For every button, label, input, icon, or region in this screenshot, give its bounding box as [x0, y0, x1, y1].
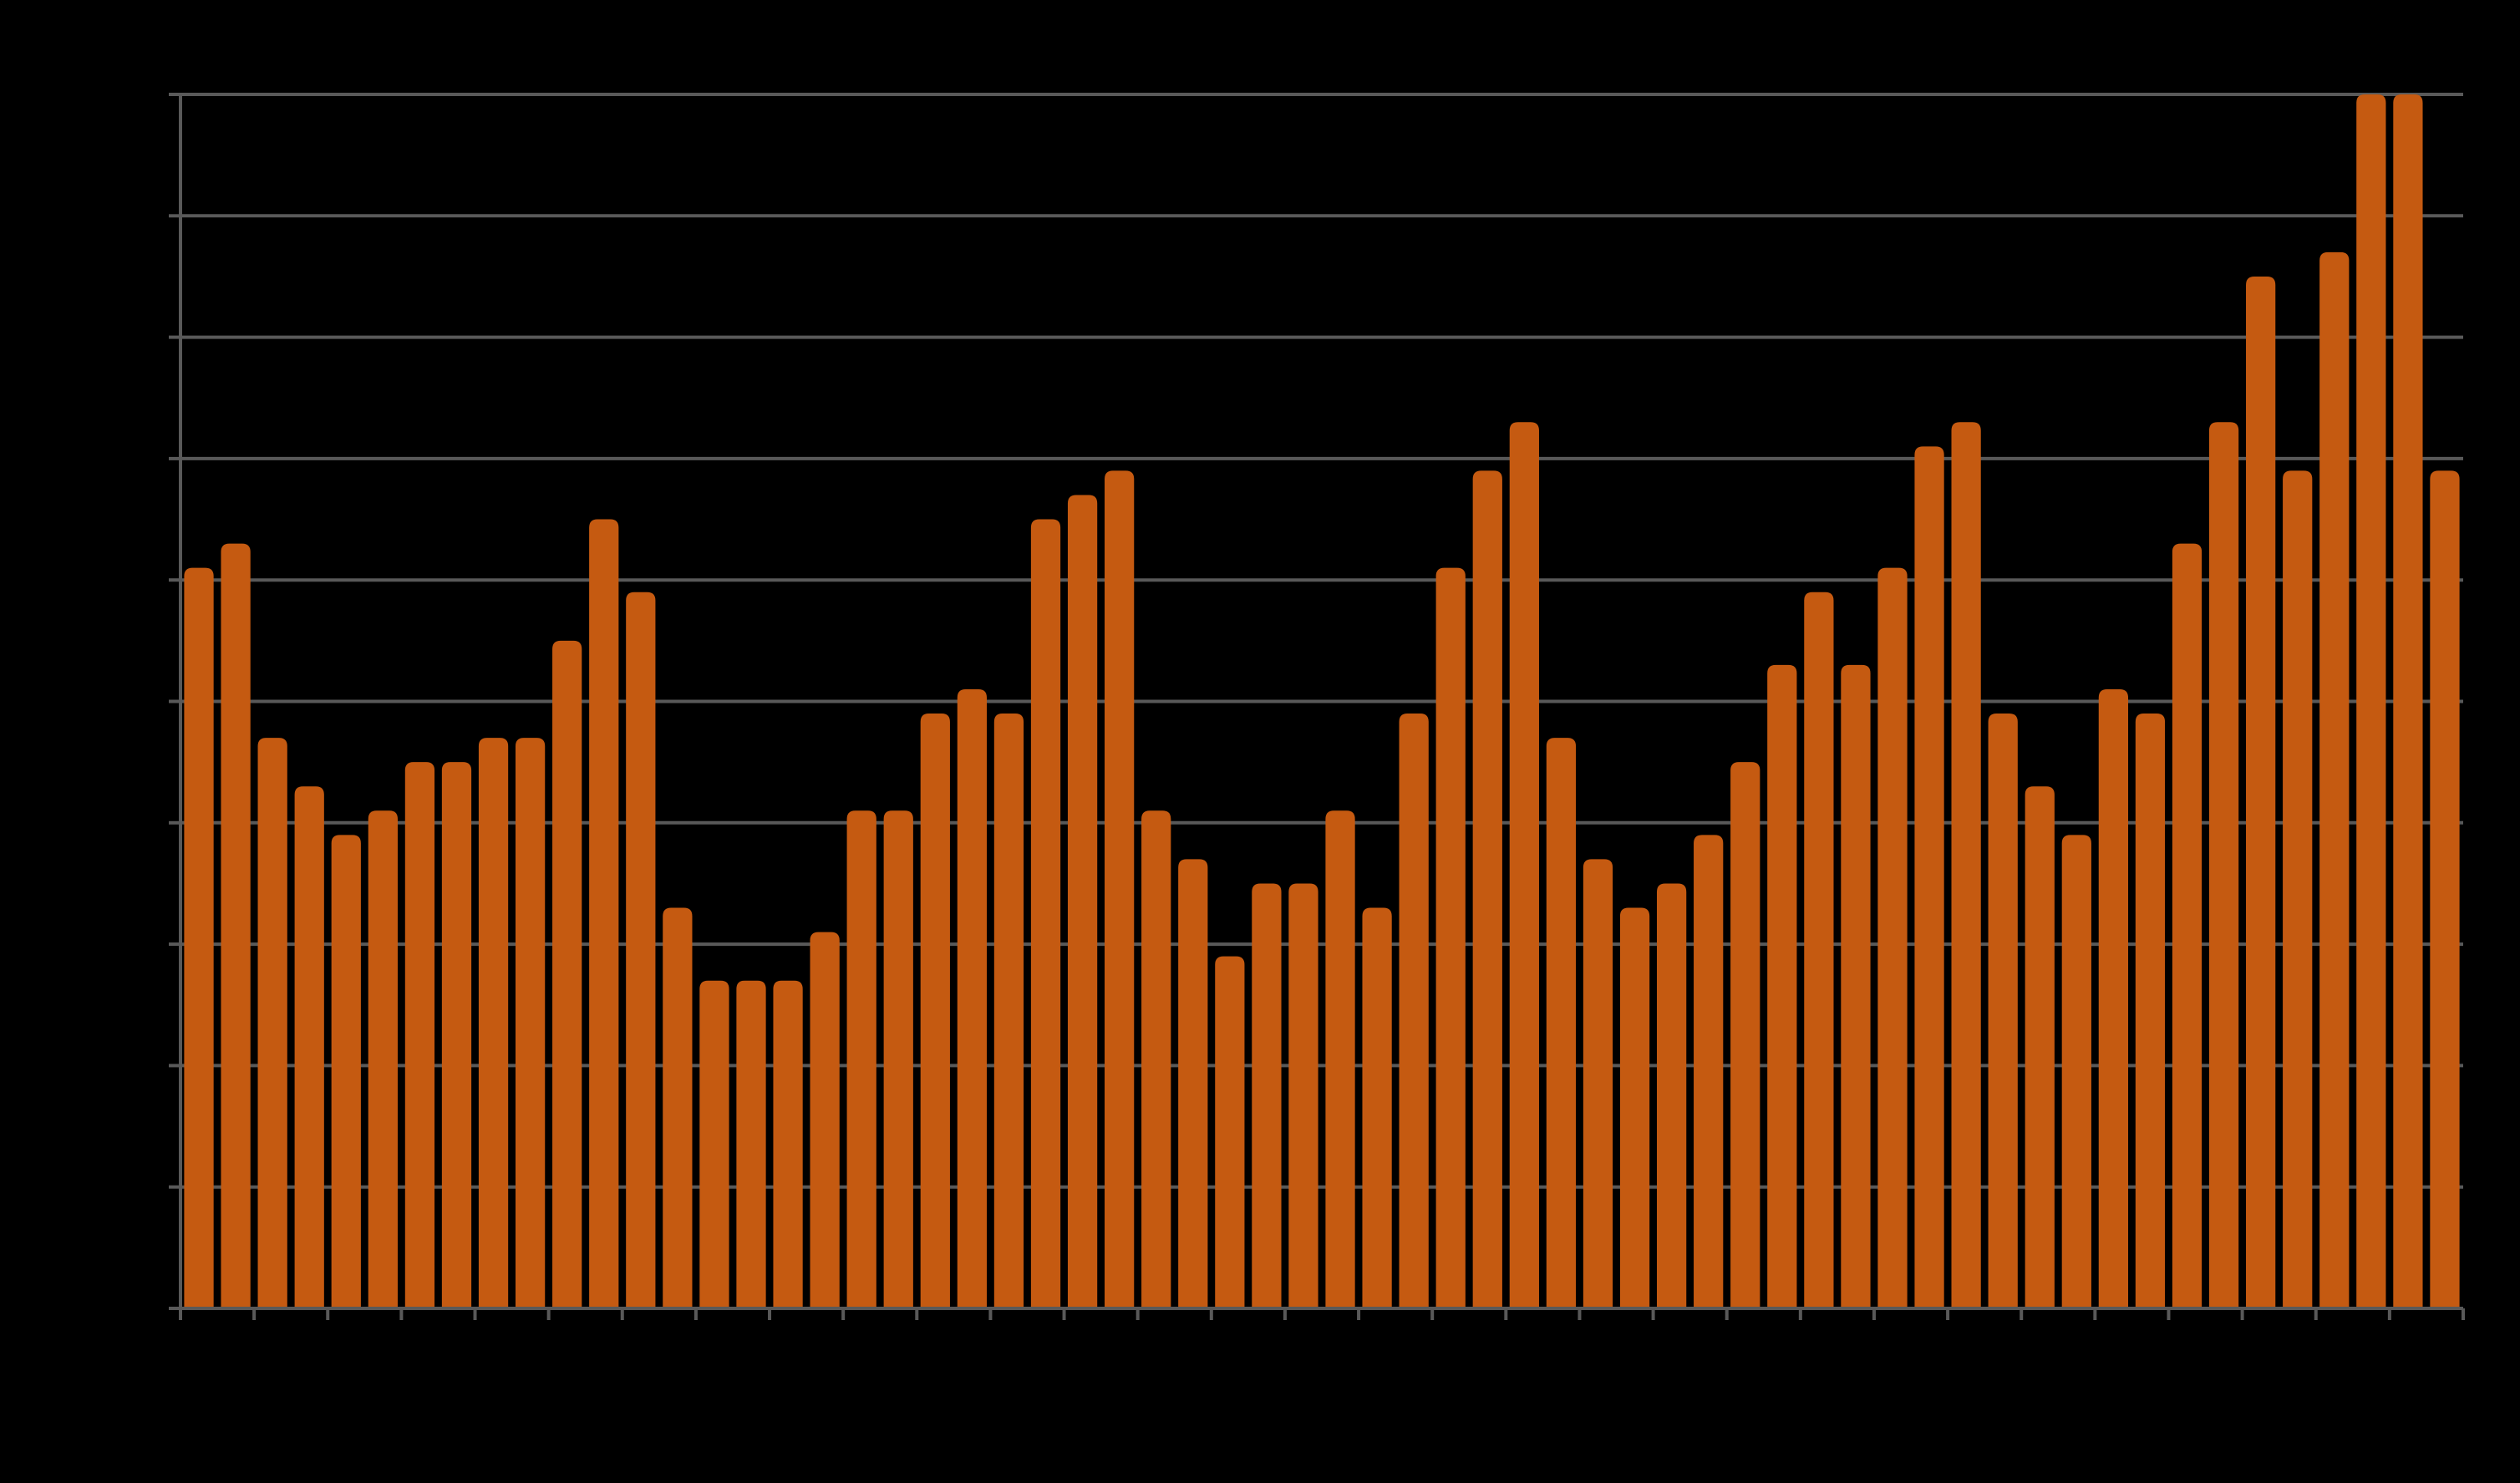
bar-14 [663, 907, 693, 1308]
bar-32 [1325, 810, 1355, 1308]
bar-54 [2135, 714, 2166, 1308]
bar-18 [810, 932, 840, 1308]
bar-47 [1877, 567, 1908, 1308]
bar-50 [1988, 714, 2018, 1308]
bar-43 [1730, 762, 1760, 1308]
bar-61 [2393, 94, 2423, 1308]
bar-1 [184, 567, 214, 1308]
bar-23 [993, 714, 1024, 1308]
bar-42 [1694, 835, 1724, 1308]
bar-16 [736, 980, 766, 1308]
bar-46 [1841, 664, 1871, 1308]
bar-24 [1030, 519, 1061, 1308]
bar-29 [1215, 956, 1245, 1308]
bar-7 [404, 762, 435, 1308]
bar-10 [515, 738, 546, 1308]
bar-49 [1951, 422, 1981, 1308]
bar-57 [2246, 276, 2276, 1309]
bar-40 [1619, 907, 1650, 1308]
bar-55 [2172, 543, 2202, 1308]
bar-59 [2319, 251, 2350, 1308]
bar-62 [2430, 470, 2460, 1308]
bar-21 [920, 714, 950, 1308]
bar-52 [2061, 835, 2091, 1308]
bar-15 [699, 980, 729, 1308]
bar-56 [2208, 422, 2239, 1308]
bar-27 [1141, 810, 1171, 1308]
bar-39 [1583, 859, 1613, 1308]
bar-17 [773, 980, 803, 1308]
bar-44 [1767, 664, 1797, 1308]
bar-41 [1656, 883, 1687, 1308]
bar-2 [221, 543, 251, 1308]
bar-33 [1362, 907, 1392, 1308]
bar-22 [957, 688, 988, 1308]
bar-58 [2283, 470, 2313, 1308]
bar-31 [1288, 883, 1318, 1308]
bar-9 [478, 738, 509, 1308]
bar-48 [1914, 446, 1944, 1308]
bar-series [184, 94, 2460, 1309]
bar-3 [257, 738, 287, 1308]
bar-4 [294, 786, 324, 1308]
bar-11 [552, 640, 582, 1308]
bar-51 [2025, 786, 2055, 1308]
bar-45 [1804, 592, 1834, 1308]
bar-28 [1178, 859, 1208, 1308]
bar-20 [883, 810, 913, 1308]
bar-35 [1435, 567, 1466, 1308]
bar-36 [1472, 470, 1502, 1308]
axes [169, 93, 2465, 1320]
bar-6 [368, 810, 398, 1308]
bar-19 [846, 810, 876, 1308]
bar-8 [441, 762, 472, 1308]
bar-34 [1399, 714, 1429, 1308]
bar-5 [331, 835, 361, 1308]
bar-13 [626, 592, 656, 1308]
bar-38 [1546, 738, 1577, 1308]
bar-25 [1067, 495, 1098, 1308]
bar-26 [1105, 470, 1135, 1308]
bar-60 [2356, 94, 2386, 1308]
bar-30 [1252, 883, 1282, 1308]
bar-53 [2098, 688, 2129, 1308]
bar-12 [589, 519, 619, 1308]
bar-37 [1509, 422, 1539, 1308]
